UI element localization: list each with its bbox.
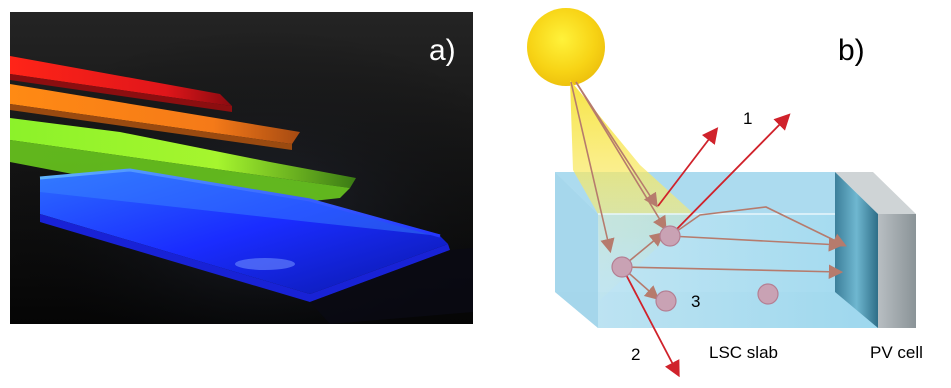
- luminophore: [611, 256, 633, 278]
- escape-path-label-1: 1: [743, 109, 753, 128]
- incident-ray: [575, 81, 658, 208]
- panel-b-label: b): [838, 34, 865, 67]
- luminophore: [757, 283, 779, 305]
- escape-ray-2: [621, 266, 680, 378]
- guided-ray: [669, 206, 847, 247]
- escape-path-label-2: 2: [631, 345, 641, 364]
- pv-cell: [835, 172, 916, 214]
- lsc-slab-label: LSC slab: [709, 343, 778, 362]
- pv-cell-label: PV cell: [870, 343, 923, 362]
- lsc-photo-graphic: [10, 12, 473, 324]
- luminophore: [655, 290, 677, 312]
- lsc-schematic-graphic: [527, 8, 916, 378]
- lsc-photo: a): [10, 12, 473, 324]
- luminophore: [659, 225, 681, 247]
- sun-icon: [527, 8, 605, 86]
- escape-ray-1: [669, 113, 791, 237]
- escape-ray-1: [657, 127, 719, 207]
- lsc-schematic: b) 1 2 3 LSC slab PV cell: [480, 0, 951, 383]
- guided-ray: [621, 264, 844, 279]
- incident-ray: [570, 81, 615, 254]
- guided-ray: [669, 235, 844, 252]
- panel-a-label: a): [429, 34, 456, 67]
- reabsorption-label-3: 3: [691, 292, 701, 311]
